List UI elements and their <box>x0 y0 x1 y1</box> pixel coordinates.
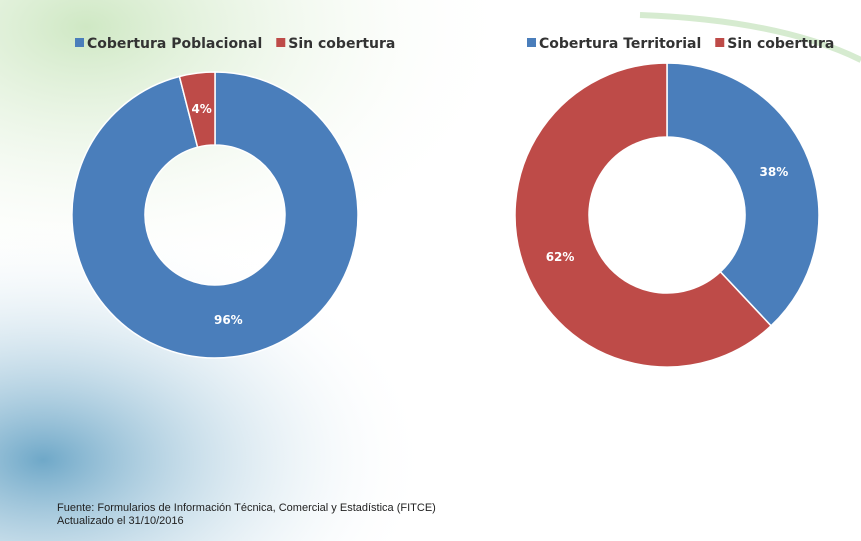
legend-swatch <box>715 38 725 47</box>
legend-label: Sin cobertura <box>288 36 395 52</box>
slice <box>71 71 359 359</box>
legend-label: Cobertura Territorial <box>539 36 701 52</box>
source: Fuente: Formularios de Información Técni… <box>57 502 436 514</box>
legend-label: Sin cobertura <box>727 36 834 52</box>
legend-swatch <box>527 38 536 47</box>
slice <box>178 71 216 149</box>
legend-swatch <box>75 38 84 47</box>
updated: Actualizado el 31/10/2016 <box>57 515 184 527</box>
slice <box>666 62 820 327</box>
decor <box>639 12 861 63</box>
value-label: 96% <box>214 313 243 327</box>
charts: 96% 4% Cobertura Poblacional Sin cobertura 3… <box>71 36 834 368</box>
legend-label: Cobertura Poblacional <box>87 36 262 52</box>
slice <box>514 62 773 368</box>
value-label: 38% <box>760 165 789 179</box>
legend-swatch <box>276 38 286 47</box>
value-label: 62% <box>546 250 575 264</box>
value-label: 4% <box>191 102 211 116</box>
